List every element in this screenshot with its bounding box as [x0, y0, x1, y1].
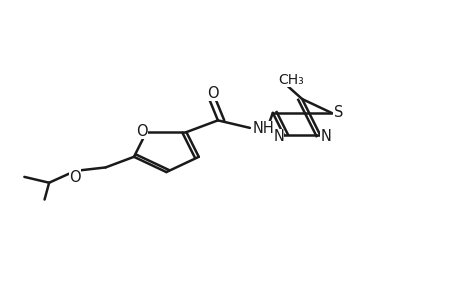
- Text: O: O: [69, 170, 81, 185]
- Text: N: N: [319, 129, 330, 144]
- Text: CH₃: CH₃: [278, 73, 303, 87]
- Text: N: N: [273, 129, 283, 144]
- Text: NH: NH: [252, 121, 274, 136]
- Text: S: S: [333, 105, 342, 120]
- Text: O: O: [207, 86, 218, 101]
- Text: O: O: [136, 124, 147, 139]
